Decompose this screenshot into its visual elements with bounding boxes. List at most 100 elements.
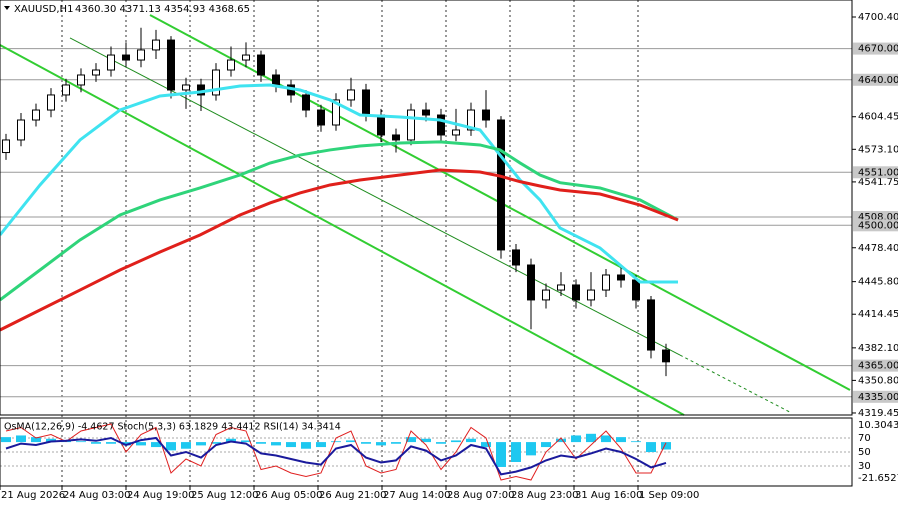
indicator-pane	[0, 423, 852, 481]
candle-body	[317, 109, 325, 126]
osma-bar	[31, 437, 41, 443]
candle-body	[2, 139, 10, 154]
osma-bar	[646, 442, 656, 453]
candle-body	[527, 264, 535, 301]
x-tick-label: 26 Aug 05:00	[255, 490, 322, 501]
x-tick-label: 26 Aug 21:00	[319, 490, 386, 501]
osma-bar	[196, 442, 206, 446]
osma-bar	[376, 442, 386, 446]
x-tick-label: 28 Aug 23:00	[511, 490, 578, 501]
osma-bar	[46, 438, 56, 443]
candle-body	[632, 279, 640, 301]
osma-bar	[556, 438, 566, 443]
level-label: 50	[858, 447, 871, 458]
osma-bar	[316, 442, 326, 448]
trend-line	[69, 37, 681, 356]
osma-bar	[406, 437, 416, 443]
osma-bar	[601, 435, 611, 443]
candle-body	[32, 109, 40, 121]
osma-bar	[226, 438, 236, 443]
osma-bar	[241, 440, 251, 443]
level-label: 4670.00	[858, 44, 898, 55]
y-tick-label: 4382.10	[858, 343, 898, 354]
osma-bar	[496, 442, 506, 467]
level-box	[853, 166, 898, 179]
candle-body	[242, 54, 250, 61]
osma-bar	[361, 442, 371, 444]
osma-bar	[106, 442, 116, 444]
candle-body	[227, 59, 235, 71]
level-box	[853, 73, 898, 86]
osma-bar	[631, 441, 641, 443]
main-pane	[0, 0, 852, 486]
oscillator-line	[5, 423, 667, 481]
candle-body	[557, 284, 565, 291]
candle-body	[152, 39, 160, 51]
osma-bar	[526, 442, 536, 456]
y-tick-label: 4350.80	[858, 375, 898, 386]
level-box	[853, 219, 898, 232]
candle-body	[662, 349, 670, 363]
y-tick-label: 4445.80	[858, 277, 898, 288]
x-tick-label: 24 Aug 19:00	[127, 490, 194, 501]
osma-bar	[331, 441, 341, 443]
candle-body	[137, 49, 145, 61]
level-label: 4365.00	[858, 361, 898, 372]
osma-bar	[256, 442, 266, 444]
candle-body	[587, 289, 595, 301]
level-label: 4640.00	[858, 75, 898, 86]
osma-bar	[391, 442, 401, 444]
level-box	[853, 390, 898, 403]
oscillator-line	[5, 436, 667, 476]
candle-body	[332, 99, 340, 126]
y-tick-label: 4573.10	[858, 144, 898, 155]
candle-body	[107, 54, 115, 71]
sub-frame	[0, 417, 853, 487]
osma-bar	[541, 442, 551, 448]
candle-body	[302, 94, 310, 111]
candle-body	[257, 54, 265, 76]
y-tick-label: 4541.75	[858, 177, 898, 188]
osma-bar	[1, 437, 11, 443]
x-tick-label: 28 Aug 07:00	[447, 490, 514, 501]
osma-bar	[91, 442, 101, 444]
y-tick-label: 4319.45	[858, 408, 898, 419]
osma-bar	[166, 442, 176, 451]
level-label: 30	[858, 461, 871, 472]
osma-bar	[346, 440, 356, 443]
candle-body	[17, 119, 25, 141]
x-tick-label: 25 Aug 12:00	[191, 490, 258, 501]
osma-tick-label: -21.6527	[858, 473, 898, 484]
candle-body	[647, 299, 655, 351]
candle-body	[602, 274, 610, 291]
symbol: XAUUSD,H1	[14, 4, 73, 15]
candle-body	[542, 289, 550, 301]
x-tick-label: 21 Aug 2026	[1, 490, 65, 501]
osma-bar	[136, 442, 146, 446]
x-tick-label: 1 Sep 09:00	[639, 490, 699, 501]
osma-bar	[271, 442, 281, 446]
level-label: 4551.00	[858, 167, 898, 178]
x-tick-label: 27 Aug 14:00	[383, 490, 450, 501]
menu-arrow[interactable]	[4, 6, 10, 10]
candle-body	[572, 284, 580, 301]
y-tick-label: 4700.40	[858, 12, 898, 23]
level-label: 4335.00	[858, 392, 898, 403]
moving-average	[0, 140, 679, 302]
indicator-title: OsMA(12,26,9) -4.4627 Stoch(5,3,3) 63.18…	[4, 422, 341, 433]
x-tick-label: 24 Aug 03:00	[63, 490, 130, 501]
osma-tick-label: 10.3043	[858, 420, 898, 431]
candle-body	[62, 84, 70, 96]
osma-bar	[451, 440, 461, 443]
candle-body	[92, 69, 100, 76]
moving-average	[0, 168, 679, 332]
candle-body	[272, 74, 280, 86]
candle-body	[392, 134, 400, 141]
osma-bar	[511, 442, 521, 462]
main-frame	[0, 0, 853, 416]
trend-line	[679, 354, 791, 413]
level-label: 4500.00	[858, 220, 898, 231]
osma-bar	[571, 435, 581, 443]
